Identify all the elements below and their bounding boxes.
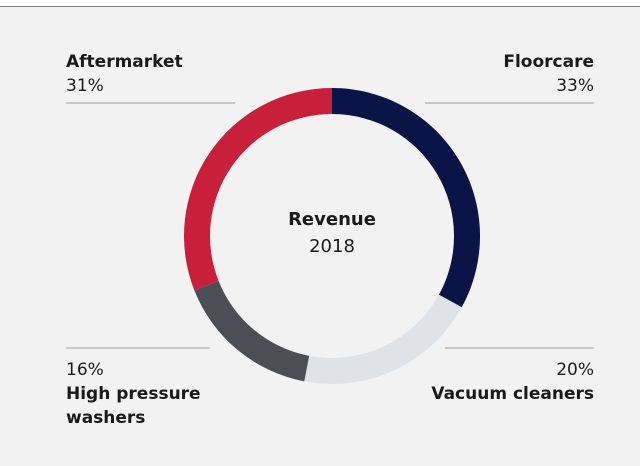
panel: [0, 6, 640, 466]
center-title: Revenue: [288, 209, 376, 230]
donut-segment: [304, 294, 462, 385]
value-label: 16%: [66, 360, 104, 380]
donut-segment: [332, 88, 481, 308]
category-name: Floorcare: [503, 52, 594, 72]
value-label: 20%: [556, 360, 594, 380]
segment-label: 20% Vacuum cleaners: [419, 358, 594, 406]
donut-segment: [183, 88, 332, 291]
center-subtitle: 2018: [309, 236, 355, 257]
value-label: 33%: [556, 76, 594, 96]
segment-label: 16% High pressure washers: [66, 358, 241, 430]
segment-label: Aftermarket 31%: [66, 50, 241, 98]
value-label: 31%: [66, 76, 104, 96]
category-name: High pressure washers: [66, 384, 201, 428]
category-name: Vacuum cleaners: [431, 384, 594, 404]
segment-label: Floorcare 33%: [419, 50, 594, 98]
donut-segment: [194, 280, 310, 382]
category-name: Aftermarket: [66, 52, 183, 72]
